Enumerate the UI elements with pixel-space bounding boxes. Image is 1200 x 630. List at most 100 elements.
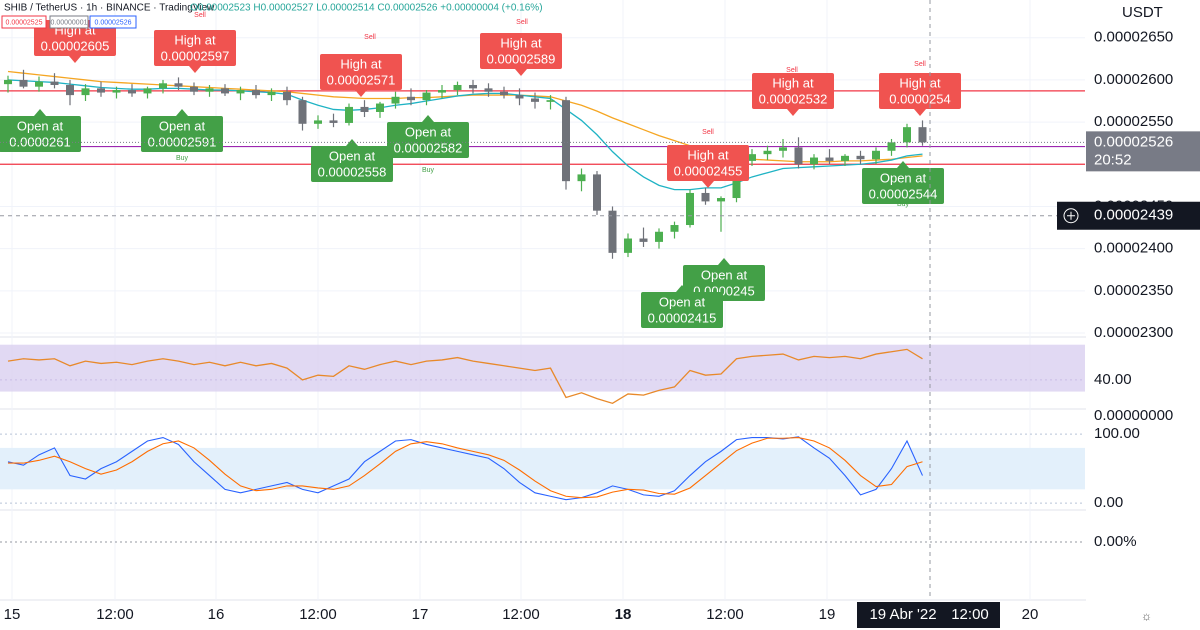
annotation: High at0.00002455: [667, 145, 749, 188]
annotation-pointer: [355, 90, 367, 97]
candle-body: [143, 88, 152, 94]
annotation-box: [667, 145, 749, 181]
annotation-pointer: [718, 258, 730, 265]
y-tick-label: 0.00002400: [1094, 240, 1173, 257]
add-icon[interactable]: [1063, 208, 1079, 224]
candle-body: [841, 155, 849, 161]
annotation: High at0.00002589: [480, 33, 562, 76]
stoch-tick-label: 0.00: [1094, 494, 1123, 511]
candle-body: [329, 120, 338, 123]
candle-body: [686, 192, 694, 226]
annotation-value: 0.00002415: [648, 310, 717, 325]
candle-body: [453, 84, 462, 91]
x-tick-label: 17: [412, 606, 429, 623]
add-icon-plus[interactable]: [1067, 211, 1075, 220]
candle-body: [639, 238, 648, 242]
unit-label[interactable]: USDT: [1122, 4, 1163, 21]
candle-body: [562, 100, 570, 182]
candle-body: [531, 98, 539, 102]
annotation-text: Open at: [659, 294, 706, 309]
candle-body: [81, 88, 90, 96]
candle-body: [205, 88, 214, 92]
x-tick-label: 15: [4, 606, 21, 623]
moving-average: [7, 79, 923, 191]
annotation-text: Open at: [701, 267, 748, 282]
annotation-text: High at: [772, 75, 814, 90]
candle-body: [298, 100, 307, 124]
candle-body: [236, 90, 245, 94]
candle-body: [779, 147, 787, 151]
annotation-value: 0.00002605: [41, 38, 110, 53]
candle-body: [422, 92, 431, 101]
annotation: High at0.00002597: [154, 30, 236, 73]
annotation-text: Open at: [159, 118, 206, 133]
annotation-value: 0.00002544: [869, 186, 938, 201]
annotation-pointer: [176, 109, 188, 116]
candle-body: [50, 81, 59, 85]
candle-body: [407, 96, 415, 101]
candle-body: [577, 174, 586, 182]
candle-body: [872, 150, 880, 160]
stoch-line: [8, 437, 923, 499]
annotation-value: 0.00002455: [674, 163, 743, 178]
annotation-pointer: [422, 115, 434, 122]
annotation: High at0.00002532: [752, 73, 834, 116]
candle-body: [670, 225, 679, 232]
candle-body: [701, 192, 710, 202]
candle-body: [376, 103, 384, 112]
annotation-text: Open at: [17, 118, 64, 133]
crosshair-time-badge: [857, 602, 1000, 628]
x-tick-label: 12:00: [299, 606, 337, 623]
annotation-text: High at: [174, 32, 216, 47]
candle-body: [608, 210, 617, 253]
last-price-badge: [1086, 131, 1200, 172]
annotation-value: 0.00002558: [318, 164, 387, 179]
annotation-text: Open at: [329, 148, 376, 163]
signal-label: Buy: [176, 155, 189, 162]
annotation-box: [879, 73, 961, 109]
candle-body: [159, 83, 167, 89]
candle-body: [655, 231, 663, 242]
candle-body: [345, 106, 353, 123]
annotation-value: 0.00002532: [759, 91, 828, 106]
x-tick-label: 12:00: [502, 606, 540, 623]
signal-label: Sell: [786, 67, 798, 74]
candle-body: [546, 100, 555, 102]
annotation-text: High at: [899, 75, 941, 90]
annotation-value: 0.00002582: [394, 140, 463, 155]
y-tick-label: 0.00002650: [1094, 29, 1173, 46]
y-tick-label: 0.00002300: [1094, 324, 1173, 341]
header-box-text: 0.00000001: [51, 19, 88, 26]
candle-body: [500, 91, 508, 96]
annotation-pointer: [34, 109, 46, 116]
candle-body: [360, 106, 369, 112]
annotation: Open at0.00002582: [387, 115, 469, 158]
annotation-box: [154, 30, 236, 66]
candle-body: [35, 81, 43, 87]
annotation-text: High at: [687, 147, 729, 162]
candle-body: [252, 90, 260, 96]
annotation-box: [752, 73, 834, 109]
header-box-text: 0.00002526: [95, 19, 132, 26]
candle-body: [314, 120, 322, 124]
annotation-value: 0.00002571: [327, 72, 396, 87]
settings-icon[interactable]: ☼: [1141, 609, 1152, 623]
candle-body: [810, 157, 818, 165]
candle-body: [19, 79, 28, 87]
candle-body: [593, 174, 601, 211]
countdown-label: 20:52: [1094, 151, 1132, 168]
signal-label: Buy: [422, 167, 435, 174]
annotation: Open at0.00002415: [641, 285, 723, 328]
header-ohlc: O0.00002523 H0.00002527 L0.00002514 C0.0…: [190, 3, 543, 14]
annotation-box: [320, 54, 402, 90]
annotation-box: [862, 168, 944, 204]
candle-body: [128, 90, 136, 94]
x-tick-label: 19: [819, 606, 836, 623]
price-axis-bg: [1086, 0, 1200, 630]
annotation-value: 0.0000254: [889, 91, 950, 106]
grid-layer: [0, 0, 1200, 601]
candle-body: [825, 157, 834, 161]
annotation: High at0.00002605: [34, 20, 116, 63]
